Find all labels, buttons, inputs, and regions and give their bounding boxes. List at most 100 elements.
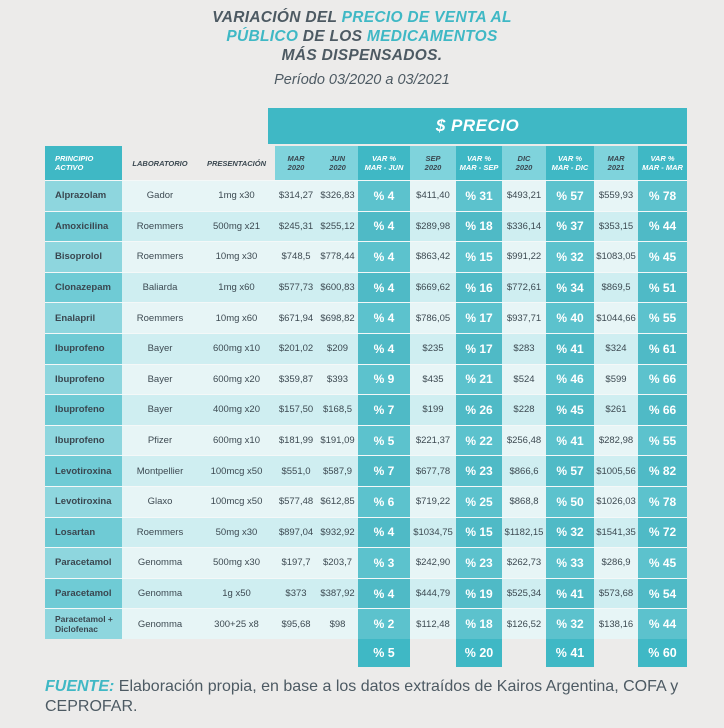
cell-laboratorio: Roemmers [122, 241, 198, 272]
cell-mar-2020: $245,31 [275, 210, 317, 242]
cell-dic-2020: $937,71 [502, 302, 546, 333]
cell-presentacion: 100mcg x50 [198, 485, 275, 517]
title-line-1: VARIACIÓN DEL PRECIO DE VENTA AL [0, 8, 724, 27]
cell-mar-2020: $671,94 [275, 302, 317, 333]
cell-sep-2020: $444,79 [410, 577, 456, 609]
cell-principio-activo: Ibuprofeno [45, 363, 122, 395]
col-var-mar-jun: VAR % MAR - JUN [358, 146, 410, 180]
table-row: Ibuprofeno Pfizer 600mg x10 $181,99 $191,09%… [45, 424, 687, 456]
cell-var-mar-sep: % 22 [456, 424, 502, 456]
cell-var-mar-jun: % 7 [358, 455, 410, 486]
cell-jun-2020: $209 [317, 332, 358, 364]
cell-sep-2020: $235 [410, 332, 456, 364]
cell-mar-2020: $181,99 [275, 424, 317, 456]
cell-var-mar-jun: % 3 [358, 547, 410, 578]
col-var-mar-sep: VAR % MAR - SEP [456, 146, 502, 180]
cell-dic-2020: $262,73 [502, 547, 546, 578]
table-row: Paracetamol Genomma 1g x50 $373 $387,92% 4 $4… [45, 577, 687, 609]
cell-principio-activo: Levotiroxina [45, 485, 122, 517]
total-var-mar-jun: % 5 [358, 638, 410, 667]
cell-var-mar-sep: % 31 [456, 180, 502, 211]
col-var-mar-mar: VAR % MAR - MAR [638, 146, 687, 180]
cell-jun-2020: $932,92 [317, 516, 358, 548]
cell-mar-2020: $314,27 [275, 180, 317, 211]
cell-presentacion: 1mg x60 [198, 271, 275, 303]
cell-sep-2020: $677,78 [410, 455, 456, 486]
cell-var-mar-jun: % 4 [358, 516, 410, 548]
cell-mar-2020: $197,7 [275, 547, 317, 578]
cell-principio-activo: Ibuprofeno [45, 394, 122, 425]
cell-var-mar-jun: % 4 [358, 180, 410, 211]
cell-var-mar-dic: % 32 [546, 241, 594, 272]
cell-mar-2021: $138,16 [594, 608, 638, 639]
cell-var-mar-sep: % 15 [456, 241, 502, 272]
title-text: VARIACIÓN DEL [212, 9, 342, 26]
cell-var-mar-jun: % 2 [358, 608, 410, 639]
cell-mar-2021: $559,93 [594, 180, 638, 211]
cell-var-mar-mar: % 78 [638, 180, 687, 211]
col-dic-2020: DIC 2020 [502, 146, 546, 180]
cell-mar-2020: $577,73 [275, 271, 317, 303]
cell-jun-2020: $168,5 [317, 394, 358, 425]
title-highlight: MEDICAMENTOS [366, 28, 498, 45]
cell-mar-2021: $261 [594, 394, 638, 425]
cell-var-mar-dic: % 50 [546, 485, 594, 517]
cell-laboratorio: Roemmers [122, 516, 198, 548]
cell-principio-activo: Ibuprofeno [45, 332, 122, 364]
cell-dic-2020: $283 [502, 332, 546, 364]
cell-var-mar-sep: % 18 [456, 210, 502, 242]
table-row: Enalapril Roemmers 10mg x60 $671,94 $698,82%… [45, 302, 687, 333]
cell-mar-2020: $551,0 [275, 455, 317, 486]
cell-var-mar-dic: % 41 [546, 332, 594, 364]
col-laboratorio: LABORATORIO [132, 158, 188, 168]
cell-presentacion: 600mg x10 [198, 424, 275, 456]
cell-presentacion: 400mg x20 [198, 394, 275, 425]
cell-principio-activo: Losartan [45, 516, 122, 548]
cell-var-mar-sep: % 23 [456, 455, 502, 486]
col-principio-activo: PRINCIPIO ACTIVO [45, 146, 122, 180]
totals-gap [502, 639, 546, 667]
cell-var-mar-dic: % 34 [546, 271, 594, 303]
table-header-row: PRINCIPIO ACTIVO LABORATORIO PRESENTACIÓN… [45, 146, 687, 180]
table-row: Alprazolam Gador 1mg x30 $314,27 $326,83% 4 $… [45, 180, 687, 211]
cell-var-mar-sep: % 26 [456, 394, 502, 425]
cell-var-mar-mar: % 66 [638, 363, 687, 395]
cell-mar-2020: $95,68 [275, 608, 317, 639]
cell-principio-activo: Alprazolam [45, 180, 122, 211]
cell-jun-2020: $387,92 [317, 577, 358, 609]
cell-var-mar-jun: % 4 [358, 271, 410, 303]
cell-principio-activo: Bisoprolol [45, 241, 122, 272]
cell-var-mar-mar: % 44 [638, 608, 687, 639]
cell-var-mar-jun: % 4 [358, 577, 410, 609]
table-row: Levotiroxina Glaxo 100mcg x50 $577,48 $612,8… [45, 485, 687, 517]
total-var-mar-mar: % 60 [638, 638, 687, 667]
cell-jun-2020: $326,83 [317, 180, 358, 211]
price-table: PRINCIPIO ACTIVO LABORATORIO PRESENTACIÓN… [45, 146, 687, 667]
cell-jun-2020: $255,12 [317, 210, 358, 242]
cell-dic-2020: $493,21 [502, 180, 546, 211]
cell-jun-2020: $778,44 [317, 241, 358, 272]
cell-laboratorio: Gador [122, 180, 198, 211]
cell-dic-2020: $772,61 [502, 271, 546, 303]
cell-var-mar-sep: % 17 [456, 302, 502, 333]
table-row: Levotiroxina Montpellier 100mcg x50 $551,0 $… [45, 455, 687, 486]
col-jun-2020: JUN 2020 [317, 146, 358, 180]
cell-laboratorio: Genomma [122, 547, 198, 578]
cell-var-mar-sep: % 21 [456, 363, 502, 395]
cell-mar-2021: $869,5 [594, 271, 638, 303]
precio-header: $ PRECIO [268, 108, 687, 144]
cell-dic-2020: $524 [502, 363, 546, 395]
cell-sep-2020: $221,37 [410, 424, 456, 456]
cell-mar-2021: $1044,66 [594, 302, 638, 333]
cell-mar-2020: $897,04 [275, 516, 317, 548]
cell-dic-2020: $126,52 [502, 608, 546, 639]
cell-presentacion: 500mg x30 [198, 547, 275, 578]
cell-var-mar-jun: % 9 [358, 363, 410, 395]
cell-dic-2020: $228 [502, 394, 546, 425]
cell-presentacion: 100mcg x50 [198, 455, 275, 486]
cell-var-mar-sep: % 15 [456, 516, 502, 548]
cell-jun-2020: $203,7 [317, 547, 358, 578]
cell-var-mar-dic: % 32 [546, 608, 594, 639]
cell-dic-2020: $868,8 [502, 485, 546, 517]
table-row: Amoxicilina Roemmers 500mg x21 $245,31 $255,… [45, 210, 687, 242]
